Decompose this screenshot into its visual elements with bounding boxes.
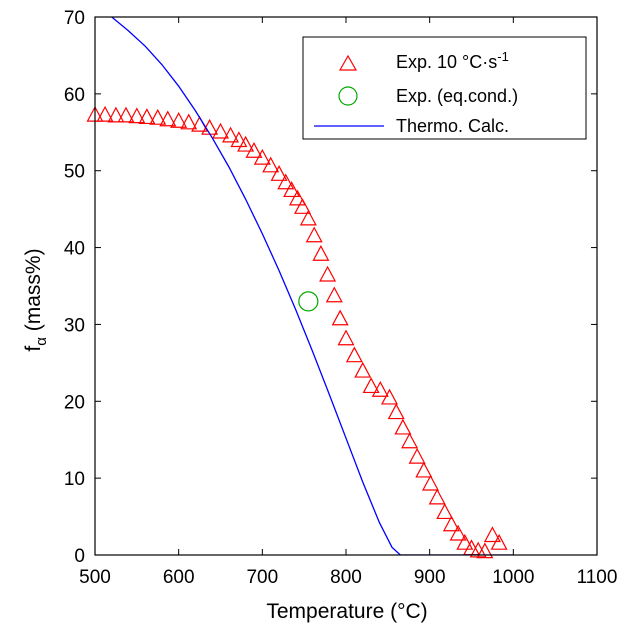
exp-10-point (293, 198, 311, 214)
y-axis-title-rest: (mass%) (22, 248, 45, 337)
exp-10-point (222, 126, 240, 143)
exp-10-point (299, 209, 317, 226)
legend-label-exp-10-main: Exp. 10 °C·s (396, 52, 497, 72)
legend-marker-circle (338, 86, 358, 106)
y-tick-label: 30 (64, 315, 85, 336)
legend-marker-triangle (338, 54, 358, 71)
exp-10-point (449, 524, 467, 541)
exp-10-point (415, 461, 433, 478)
y-axis-title: fα (mass%) (22, 248, 50, 351)
y-tick-label: 50 (64, 162, 85, 183)
exp-10-point (230, 131, 248, 148)
legend-box (302, 36, 587, 140)
x-tick-label: 800 (330, 567, 362, 588)
y-axis-title-main: f (22, 346, 45, 352)
exp-10-point (394, 418, 412, 435)
legend: Exp. 10 °C·s-1 Exp. (eq.cond.) Thermo. C… (302, 36, 587, 140)
exp-10-point (436, 503, 454, 520)
exp-10-point (312, 244, 330, 261)
exp-10-point (170, 111, 188, 128)
legend-label-exp-eq: Exp. (eq.cond.) (396, 86, 518, 106)
y-tick-label: 60 (64, 85, 85, 106)
thermo-calc-line (110, 17, 514, 555)
y-tick-label: 20 (64, 392, 85, 413)
exp-10-point (305, 226, 323, 243)
y-tick-label: 10 (64, 469, 85, 490)
exp-10-point (428, 488, 446, 505)
exp-10-point (483, 526, 501, 543)
exp-10-point (117, 106, 135, 123)
x-tick-label: 1100 (577, 567, 618, 588)
exp-10-point (138, 108, 156, 125)
exp-10-point (149, 108, 167, 125)
exp-10-point (107, 106, 125, 123)
y-tick-label: 70 (64, 8, 85, 29)
exp-10-point (288, 189, 306, 206)
legend-label-exp-10: Exp. 10 °C·s-1 (396, 49, 509, 72)
y-tick-label: 0 (74, 546, 85, 567)
exp-10-point (381, 388, 399, 405)
exp-eq-point (298, 291, 319, 312)
exp-10-point (476, 542, 494, 559)
exp-10-point (371, 380, 389, 397)
exp-10-point (211, 122, 230, 139)
exp-10-point (442, 515, 460, 532)
exp-10-point (96, 105, 114, 122)
y-axis-title-subscript: α (33, 337, 50, 346)
x-tick-label: 1000 (492, 567, 534, 588)
exp-10-point (262, 156, 280, 173)
exp-10-point (237, 135, 255, 152)
exp-10-point (277, 173, 295, 190)
x-tick-label: 700 (246, 567, 278, 588)
legend-label-exp-10-superscript: -1 (497, 49, 509, 64)
axes-layer: 500 600 700 800 900 1000 1100 0 10 20 30 40 50 60 70 (64, 8, 618, 588)
exp-10-point (180, 113, 198, 130)
exp-10-point (345, 346, 363, 363)
y-tick-label: 40 (64, 239, 85, 260)
exp-10-point (253, 148, 271, 165)
exp-10-point (159, 110, 177, 127)
x-tick-label: 900 (414, 567, 446, 588)
exp-10-point (319, 265, 337, 282)
exp-10-point (337, 329, 355, 346)
x-tick-label: 500 (79, 567, 111, 588)
exp-10-point (325, 286, 343, 303)
exp-10-point (401, 432, 419, 449)
exp-10-point (362, 377, 380, 394)
x-axis-title: Temperature (°C) (266, 600, 427, 623)
x-tick-label: 600 (163, 567, 195, 588)
legend-label-thermo-calc: Thermo. Calc. (396, 116, 509, 136)
exp-10-point (408, 447, 426, 464)
series-layer (86, 17, 514, 559)
exp-10-point (245, 141, 263, 158)
exp-10-point (128, 107, 146, 124)
exp-10-point (490, 533, 508, 550)
exp-10-point (354, 361, 372, 378)
exp-10-point (283, 181, 301, 198)
exp-10-point (387, 403, 405, 420)
exp-10-point (456, 533, 474, 550)
exp-10-point (270, 165, 288, 181)
exp-10-point (422, 474, 440, 491)
exp-10-point (331, 309, 349, 326)
